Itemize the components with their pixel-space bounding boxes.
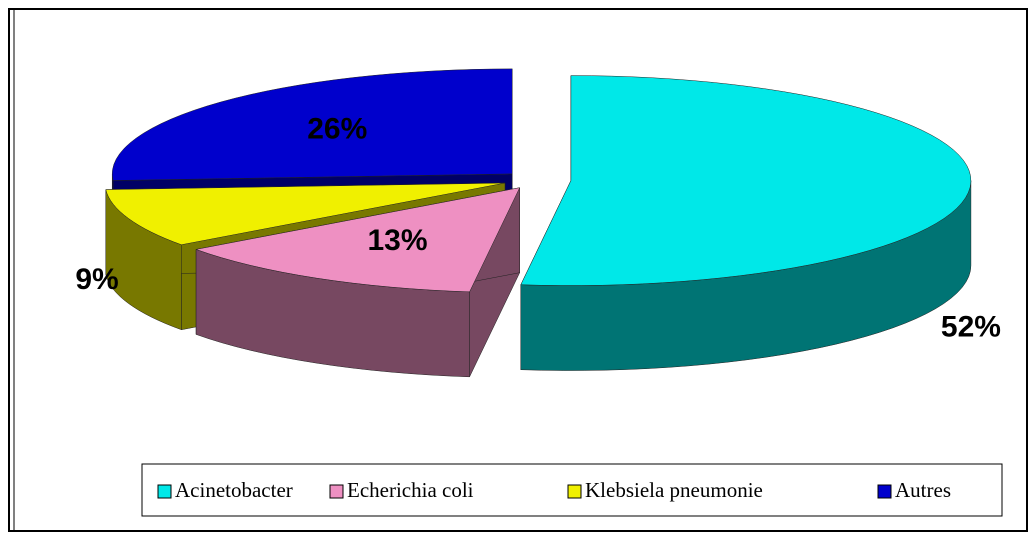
pie: 52% 13% 9% 26% bbox=[75, 68, 1001, 378]
legend-label: Echerichia coli bbox=[347, 478, 474, 502]
legend-swatch bbox=[329, 484, 344, 499]
slice bbox=[105, 182, 506, 245]
slice bbox=[520, 75, 972, 286]
chart-frame bbox=[8, 8, 1028, 532]
slice bbox=[112, 68, 513, 181]
legend: Acinetobacter Echerichia coli Klebsiela pn… bbox=[157, 478, 951, 502]
data-label: 52% bbox=[941, 310, 1001, 343]
legend-label: Autres bbox=[895, 478, 951, 502]
data-label: 26% bbox=[307, 113, 367, 146]
slice bbox=[195, 187, 521, 293]
legend-label: Klebsiela pneumonie bbox=[585, 478, 763, 502]
legend-swatch bbox=[567, 484, 582, 499]
data-label: 13% bbox=[367, 224, 427, 257]
data-label: 9% bbox=[75, 263, 118, 296]
legend-swatch bbox=[157, 484, 172, 499]
legend-swatch bbox=[877, 484, 892, 499]
legend-label: Acinetobacter bbox=[175, 478, 293, 502]
